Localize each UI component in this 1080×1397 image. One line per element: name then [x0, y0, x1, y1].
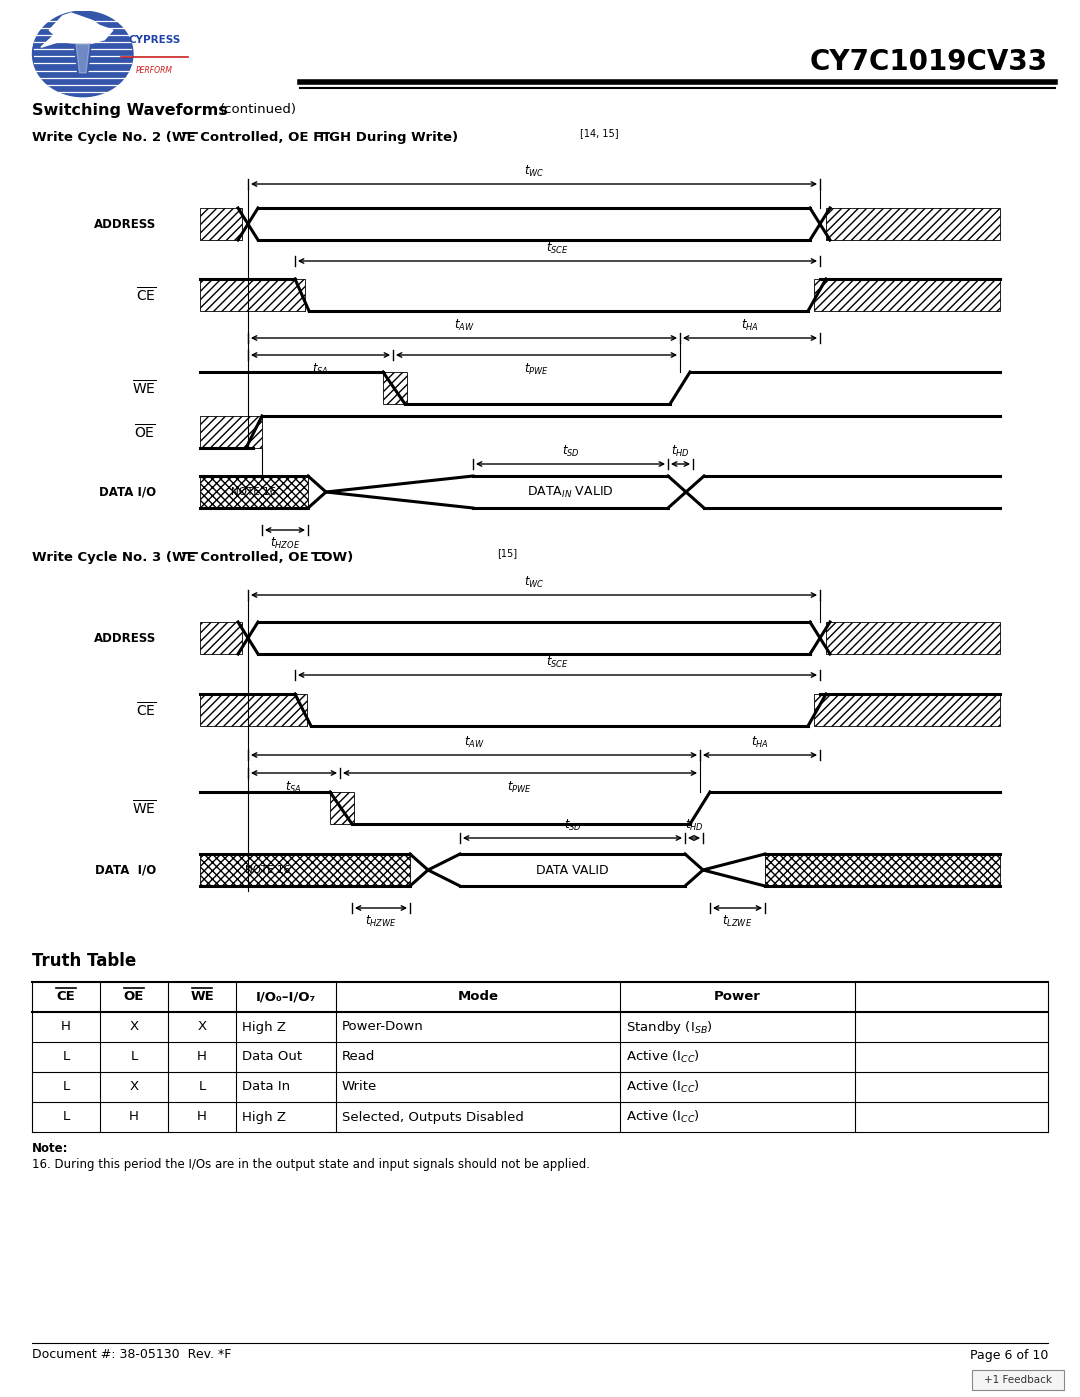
- Text: Active (I$_{CC}$): Active (I$_{CC}$): [626, 1049, 700, 1065]
- Ellipse shape: [32, 11, 133, 96]
- Text: OE: OE: [124, 990, 145, 1003]
- Text: t$_{HD}$: t$_{HD}$: [671, 444, 690, 460]
- Text: +1 Feedback: +1 Feedback: [984, 1375, 1052, 1384]
- Text: H: H: [197, 1051, 207, 1063]
- Polygon shape: [814, 279, 1000, 312]
- Text: $\overline{\mathrm{WE}}$: $\overline{\mathrm{WE}}$: [132, 379, 156, 397]
- Text: H: H: [197, 1111, 207, 1123]
- Text: WE: WE: [190, 990, 214, 1003]
- Polygon shape: [76, 45, 90, 73]
- Text: NOTE 16: NOTE 16: [231, 488, 276, 497]
- Text: Power: Power: [714, 990, 761, 1003]
- Text: Mode: Mode: [458, 990, 499, 1003]
- Text: L: L: [131, 1051, 137, 1063]
- Text: High Z: High Z: [242, 1020, 286, 1034]
- Polygon shape: [826, 622, 1000, 654]
- Polygon shape: [200, 279, 305, 312]
- Text: Write: Write: [342, 1080, 377, 1094]
- Text: Truth Table: Truth Table: [32, 951, 136, 970]
- Text: t$_{HZOE}$: t$_{HZOE}$: [270, 536, 300, 550]
- Text: DATA  I/O: DATA I/O: [95, 863, 156, 876]
- Text: L: L: [63, 1080, 69, 1094]
- Text: Selected, Outputs Disabled: Selected, Outputs Disabled: [342, 1111, 524, 1123]
- Polygon shape: [330, 792, 354, 824]
- Text: Switching Waveforms: Switching Waveforms: [32, 102, 228, 117]
- Text: CE: CE: [56, 990, 76, 1003]
- Text: (continued): (continued): [220, 103, 297, 116]
- Polygon shape: [200, 854, 410, 886]
- Polygon shape: [200, 476, 308, 509]
- Text: X: X: [198, 1020, 206, 1034]
- Text: I/O₀–I/O₇: I/O₀–I/O₇: [256, 990, 316, 1003]
- Polygon shape: [383, 372, 407, 404]
- Text: Page 6 of 10: Page 6 of 10: [970, 1348, 1048, 1362]
- Text: DATA I/O: DATA I/O: [99, 486, 156, 499]
- Text: Standby (I$_{SB}$): Standby (I$_{SB}$): [626, 1018, 713, 1035]
- Polygon shape: [200, 208, 242, 240]
- Text: 16. During this period the I/Os are in the output state and input signals should: 16. During this period the I/Os are in t…: [32, 1158, 590, 1171]
- Text: CYPRESS: CYPRESS: [129, 35, 180, 45]
- Polygon shape: [765, 854, 1000, 886]
- Text: Active (I$_{CC}$): Active (I$_{CC}$): [626, 1078, 700, 1095]
- Text: Power-Down: Power-Down: [342, 1020, 423, 1034]
- Text: [15]: [15]: [497, 548, 517, 557]
- Text: $\overline{\mathrm{WE}}$: $\overline{\mathrm{WE}}$: [132, 799, 156, 817]
- FancyBboxPatch shape: [972, 1370, 1064, 1390]
- Text: Data Out: Data Out: [242, 1051, 302, 1063]
- Text: DATA$_{IN}$ VALID: DATA$_{IN}$ VALID: [527, 485, 613, 500]
- Text: $\overline{\mathrm{CE}}$: $\overline{\mathrm{CE}}$: [136, 701, 156, 719]
- Text: CY7C1019CV33: CY7C1019CV33: [810, 47, 1048, 75]
- Text: PERFORM: PERFORM: [136, 66, 173, 74]
- Text: t$_{SCE}$: t$_{SCE}$: [546, 655, 569, 671]
- Text: t$_{HA}$: t$_{HA}$: [751, 735, 769, 750]
- Text: t$_{LZWE}$: t$_{LZWE}$: [723, 914, 753, 929]
- Text: t$_{HA}$: t$_{HA}$: [741, 319, 759, 332]
- Text: L: L: [63, 1111, 69, 1123]
- Text: t$_{AW}$: t$_{AW}$: [454, 319, 474, 332]
- Text: t$_{HZWE}$: t$_{HZWE}$: [365, 914, 397, 929]
- Text: X: X: [130, 1080, 138, 1094]
- Text: H: H: [130, 1111, 139, 1123]
- Text: Data In: Data In: [242, 1080, 291, 1094]
- Text: t$_{SCE}$: t$_{SCE}$: [546, 240, 569, 256]
- Polygon shape: [200, 416, 262, 448]
- Text: [14, 15]: [14, 15]: [580, 129, 619, 138]
- Text: Write Cycle No. 2 (WE Controlled, OE HIGH During Write): Write Cycle No. 2 (WE Controlled, OE HIG…: [32, 131, 458, 144]
- Text: High Z: High Z: [242, 1111, 286, 1123]
- Polygon shape: [41, 13, 113, 47]
- Text: L: L: [63, 1051, 69, 1063]
- Text: t$_{SA}$: t$_{SA}$: [285, 780, 302, 795]
- Text: t$_{PWE}$: t$_{PWE}$: [524, 362, 549, 377]
- Text: t$_{PWE}$: t$_{PWE}$: [508, 780, 532, 795]
- Text: X: X: [130, 1020, 138, 1034]
- Text: Write Cycle No. 3 (WE Controlled, OE LOW): Write Cycle No. 3 (WE Controlled, OE LOW…: [32, 552, 353, 564]
- Text: Note:: Note:: [32, 1141, 68, 1155]
- Text: H: H: [62, 1020, 71, 1034]
- Text: t$_{SD}$: t$_{SD}$: [562, 444, 580, 460]
- Text: t$_{WC}$: t$_{WC}$: [524, 163, 544, 179]
- Text: Read: Read: [342, 1051, 376, 1063]
- Text: ADDRESS: ADDRESS: [94, 218, 156, 231]
- Text: NOTE 16: NOTE 16: [245, 865, 291, 875]
- Text: t$_{SD}$: t$_{SD}$: [564, 817, 581, 833]
- Text: t$_{WC}$: t$_{WC}$: [524, 576, 544, 590]
- Text: t$_{AW}$: t$_{AW}$: [463, 735, 485, 750]
- Text: Active (I$_{CC}$): Active (I$_{CC}$): [626, 1109, 700, 1125]
- Text: t$_{HD}$: t$_{HD}$: [685, 817, 703, 833]
- Text: t$_{SA}$: t$_{SA}$: [312, 362, 329, 377]
- Text: $\overline{\mathrm{CE}}$: $\overline{\mathrm{CE}}$: [136, 286, 156, 305]
- Polygon shape: [826, 208, 1000, 240]
- Text: Document #: 38-05130  Rev. *F: Document #: 38-05130 Rev. *F: [32, 1348, 231, 1362]
- Text: $\overline{\mathrm{OE}}$: $\overline{\mathrm{OE}}$: [134, 423, 156, 441]
- Text: DATA VALID: DATA VALID: [536, 863, 609, 876]
- Polygon shape: [200, 694, 307, 726]
- Text: L: L: [199, 1080, 205, 1094]
- Polygon shape: [200, 622, 242, 654]
- Polygon shape: [75, 45, 91, 73]
- Text: ADDRESS: ADDRESS: [94, 631, 156, 644]
- Polygon shape: [814, 694, 1000, 726]
